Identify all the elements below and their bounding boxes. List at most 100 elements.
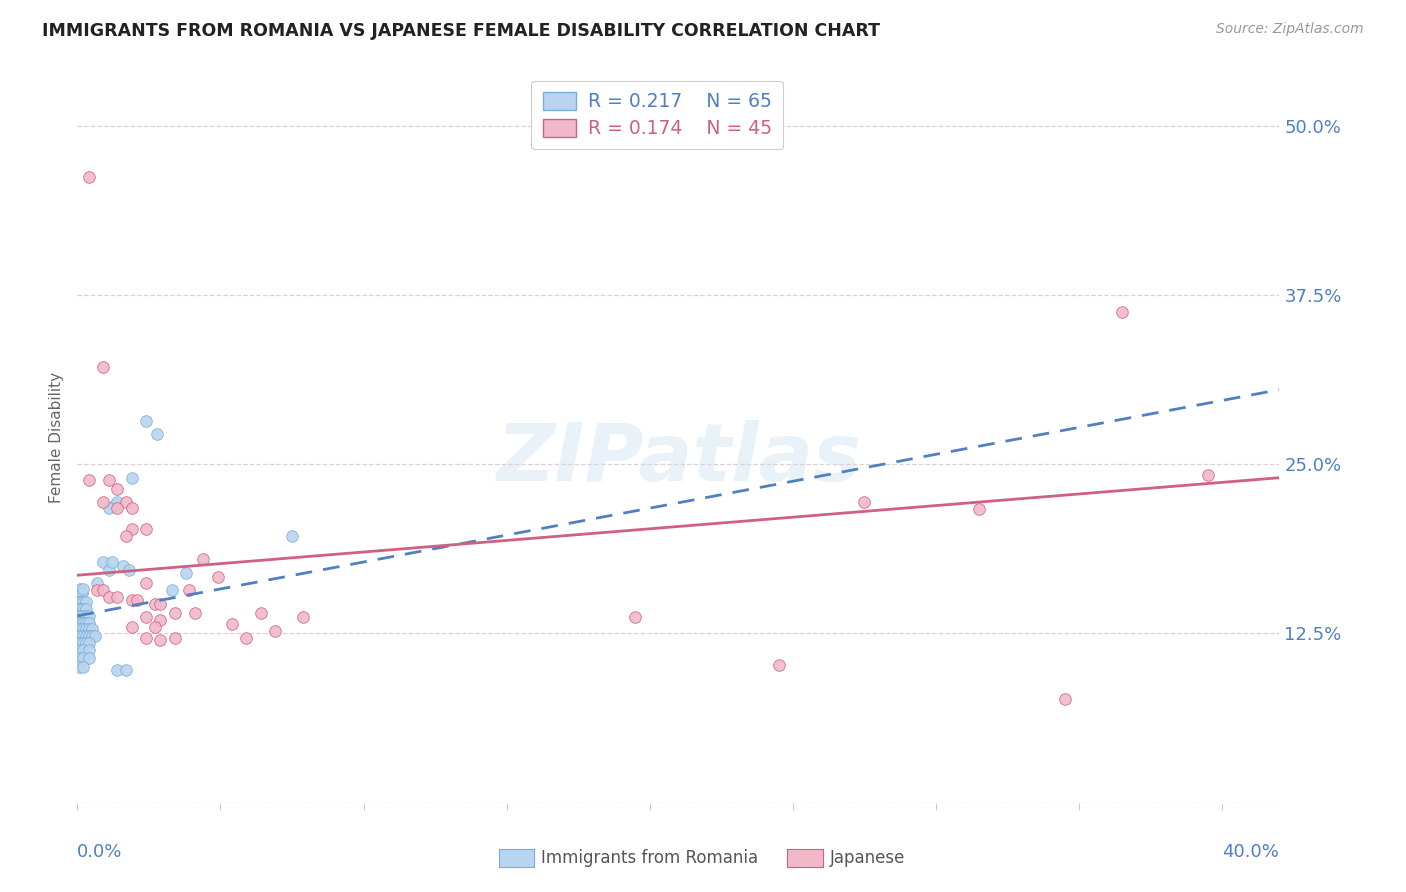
Point bbox=[115, 495, 138, 509]
Point bbox=[263, 624, 285, 638]
Point bbox=[86, 583, 108, 598]
Point bbox=[83, 629, 105, 643]
Point bbox=[135, 414, 157, 428]
Point bbox=[107, 495, 129, 509]
Point bbox=[143, 597, 166, 611]
Point bbox=[77, 608, 100, 623]
Point bbox=[127, 592, 149, 607]
Point bbox=[77, 615, 100, 630]
Text: IMMIGRANTS FROM ROMANIA VS JAPANESE FEMALE DISABILITY CORRELATION CHART: IMMIGRANTS FROM ROMANIA VS JAPANESE FEMA… bbox=[42, 22, 880, 40]
Point bbox=[135, 522, 157, 536]
Point bbox=[91, 359, 114, 374]
Point bbox=[69, 629, 91, 643]
Point bbox=[624, 610, 647, 624]
Point bbox=[77, 636, 100, 650]
Point bbox=[967, 501, 990, 516]
Point bbox=[67, 595, 90, 609]
Point bbox=[281, 529, 304, 543]
Point bbox=[75, 615, 97, 630]
Point bbox=[292, 610, 315, 624]
Point bbox=[135, 631, 157, 645]
Text: Source: ZipAtlas.com: Source: ZipAtlas.com bbox=[1216, 22, 1364, 37]
Point bbox=[67, 602, 90, 616]
Point bbox=[72, 642, 94, 657]
Point bbox=[177, 583, 200, 598]
Point bbox=[72, 636, 94, 650]
Point bbox=[69, 608, 91, 623]
Point bbox=[72, 582, 94, 596]
Point bbox=[80, 629, 103, 643]
Point bbox=[118, 563, 141, 577]
Point bbox=[107, 590, 129, 604]
Point bbox=[97, 590, 120, 604]
Point bbox=[75, 602, 97, 616]
Point bbox=[115, 663, 138, 677]
Point bbox=[72, 615, 94, 630]
Point bbox=[107, 482, 129, 496]
Y-axis label: Female Disability: Female Disability bbox=[49, 371, 65, 503]
Point bbox=[77, 474, 100, 488]
Text: Immigrants from Romania: Immigrants from Romania bbox=[541, 849, 758, 867]
Point bbox=[160, 583, 183, 598]
Point bbox=[174, 566, 197, 580]
Point bbox=[69, 602, 91, 616]
Point bbox=[221, 617, 243, 632]
Point bbox=[77, 169, 100, 184]
Point bbox=[121, 500, 143, 515]
Point bbox=[183, 606, 205, 620]
Point bbox=[163, 606, 186, 620]
Point bbox=[70, 586, 93, 600]
Point bbox=[91, 555, 114, 569]
Point bbox=[235, 631, 257, 645]
Point bbox=[77, 642, 100, 657]
Point bbox=[69, 615, 91, 630]
Point bbox=[69, 595, 91, 609]
Point bbox=[77, 629, 100, 643]
Point bbox=[768, 657, 790, 672]
Point bbox=[77, 651, 100, 665]
Point bbox=[1053, 691, 1076, 706]
Point bbox=[67, 636, 90, 650]
Point bbox=[97, 500, 120, 515]
Point bbox=[75, 636, 97, 650]
Point bbox=[100, 555, 122, 569]
Text: Japanese: Japanese bbox=[830, 849, 905, 867]
Point bbox=[107, 500, 129, 515]
Point bbox=[67, 608, 90, 623]
Point bbox=[67, 651, 90, 665]
Point bbox=[112, 558, 135, 573]
Point bbox=[75, 629, 97, 643]
Point bbox=[67, 586, 90, 600]
Point bbox=[72, 629, 94, 643]
Point bbox=[1197, 468, 1219, 483]
Point bbox=[77, 623, 100, 637]
Point bbox=[91, 583, 114, 598]
Point bbox=[97, 474, 120, 488]
Point bbox=[853, 495, 876, 509]
Point bbox=[149, 597, 172, 611]
Point bbox=[193, 552, 215, 566]
Point bbox=[86, 576, 108, 591]
Point bbox=[75, 608, 97, 623]
Point bbox=[72, 602, 94, 616]
Point bbox=[1111, 305, 1133, 319]
Point bbox=[72, 608, 94, 623]
Point bbox=[91, 495, 114, 509]
Point bbox=[249, 606, 271, 620]
Point bbox=[107, 663, 129, 677]
Point bbox=[72, 595, 94, 609]
Point bbox=[80, 623, 103, 637]
Point bbox=[75, 595, 97, 609]
Point bbox=[67, 615, 90, 630]
Point bbox=[69, 636, 91, 650]
Text: 40.0%: 40.0% bbox=[1222, 843, 1278, 861]
Point bbox=[135, 610, 157, 624]
Point bbox=[69, 623, 91, 637]
Point bbox=[97, 563, 120, 577]
Point bbox=[72, 660, 94, 674]
Point bbox=[135, 576, 157, 591]
Text: ZIPatlas: ZIPatlas bbox=[496, 420, 860, 498]
Legend: R = 0.217    N = 65, R = 0.174    N = 45: R = 0.217 N = 65, R = 0.174 N = 45 bbox=[531, 81, 783, 150]
Point bbox=[121, 620, 143, 634]
Point bbox=[67, 642, 90, 657]
